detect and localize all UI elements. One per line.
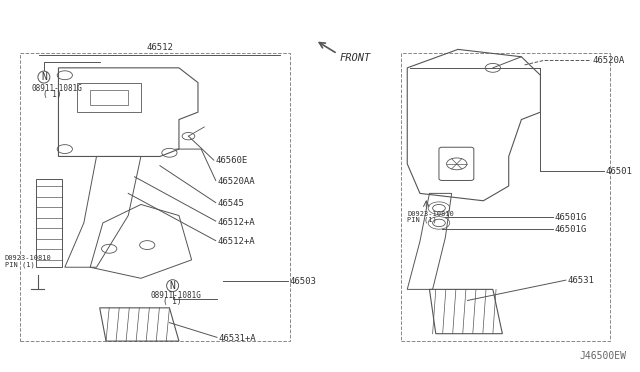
Text: 46520A: 46520A	[593, 56, 625, 65]
Text: PIN (1): PIN (1)	[4, 261, 35, 267]
Text: J46500EW: J46500EW	[579, 352, 626, 361]
Text: 46512+A: 46512+A	[217, 218, 255, 227]
Text: ( 1): ( 1)	[43, 90, 61, 99]
Text: FRONT: FRONT	[339, 53, 371, 63]
Text: ( 1): ( 1)	[163, 297, 182, 306]
Text: 08911-1081G: 08911-1081G	[150, 291, 202, 300]
Text: 46501G: 46501G	[554, 213, 587, 222]
Text: N: N	[170, 281, 175, 291]
Text: 46531: 46531	[567, 276, 594, 285]
Text: D0923-10810: D0923-10810	[4, 255, 51, 261]
Text: 46520AA: 46520AA	[217, 177, 255, 186]
Text: 08911-1081G: 08911-1081G	[32, 84, 83, 93]
Text: 46501: 46501	[605, 167, 632, 176]
Text: 46531+A: 46531+A	[218, 334, 256, 343]
Text: 46545: 46545	[217, 199, 244, 208]
Text: D0923-10810: D0923-10810	[407, 211, 454, 217]
Text: N: N	[41, 72, 47, 82]
Text: PIN (1): PIN (1)	[407, 217, 437, 223]
Text: 46503: 46503	[290, 277, 317, 286]
Text: 46501G: 46501G	[554, 225, 587, 234]
Text: 46512+A: 46512+A	[217, 237, 255, 246]
Text: 46512: 46512	[147, 44, 173, 52]
Text: 46560E: 46560E	[216, 156, 248, 166]
